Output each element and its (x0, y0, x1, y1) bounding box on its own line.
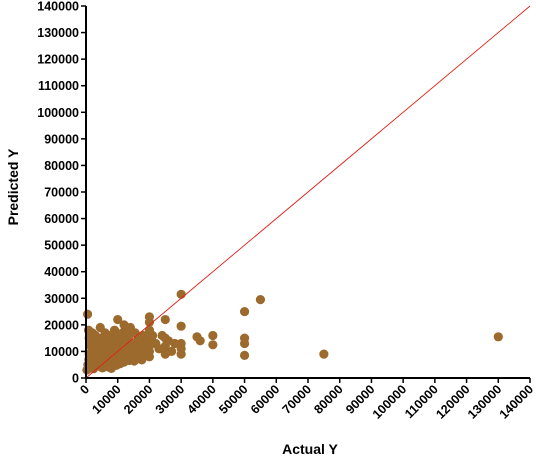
y-tick-label: 70000 (44, 186, 79, 200)
y-axis-title: Predicted Y (5, 148, 21, 225)
data-point (109, 325, 120, 335)
y-tick-label: 100000 (37, 106, 79, 120)
data-point (160, 314, 170, 325)
y-tick-label: 30000 (44, 292, 79, 306)
data-point (319, 349, 329, 359)
y-tick-label: 50000 (44, 239, 79, 253)
x-tick-label: 50000 (216, 382, 251, 417)
data-point (144, 312, 155, 322)
y-tick-label: 120000 (37, 53, 79, 67)
data-point (239, 338, 250, 349)
data-point (239, 350, 250, 361)
data-point (123, 327, 134, 337)
reference-line (85, 5, 531, 379)
y-tick-label: 140000 (37, 0, 79, 14)
data-point (113, 314, 123, 325)
y-tick-label: 60000 (44, 212, 79, 226)
x-tick-label: 110000 (402, 382, 441, 421)
x-tick-label: 10000 (89, 382, 124, 417)
data-point (141, 348, 151, 359)
data-point (82, 309, 93, 319)
y-tick-label: 80000 (44, 159, 79, 173)
data-point (208, 330, 218, 341)
data-point (176, 321, 186, 331)
y-tick-label: 0 (72, 372, 79, 386)
x-tick-label: 60000 (248, 382, 283, 417)
y-tick-label: 90000 (44, 132, 79, 146)
x-tick-label: 20000 (121, 382, 156, 417)
x-tick-label: 40000 (184, 382, 219, 417)
y-tick-label: 130000 (37, 26, 79, 40)
data-point (208, 340, 218, 350)
data-point (167, 346, 177, 357)
x-axis-title: Actual Y (282, 441, 338, 457)
reference-line-layer (85, 5, 531, 379)
x-tick-label: 100000 (370, 382, 409, 421)
points-layer (82, 289, 503, 375)
x-tick-label: 0 (77, 382, 92, 397)
x-tick-label: 30000 (153, 382, 188, 417)
data-point (176, 349, 186, 359)
y-tick-label: 20000 (44, 318, 79, 332)
data-point (255, 295, 266, 305)
data-point (195, 336, 205, 346)
x-tick-label: 120000 (433, 382, 472, 421)
x-tick-label: 70000 (280, 382, 315, 417)
x-tick-label: 130000 (465, 382, 504, 421)
data-point (493, 332, 503, 342)
data-point (148, 330, 158, 341)
y-tick-label: 10000 (44, 345, 79, 359)
data-point (239, 306, 250, 317)
data-point (176, 289, 186, 299)
x-tick-label: 80000 (311, 382, 346, 417)
y-tick-label: 40000 (44, 265, 79, 279)
data-point (170, 338, 180, 349)
y-tick-label: 110000 (38, 79, 79, 93)
x-tick-label: 140000 (497, 382, 536, 421)
